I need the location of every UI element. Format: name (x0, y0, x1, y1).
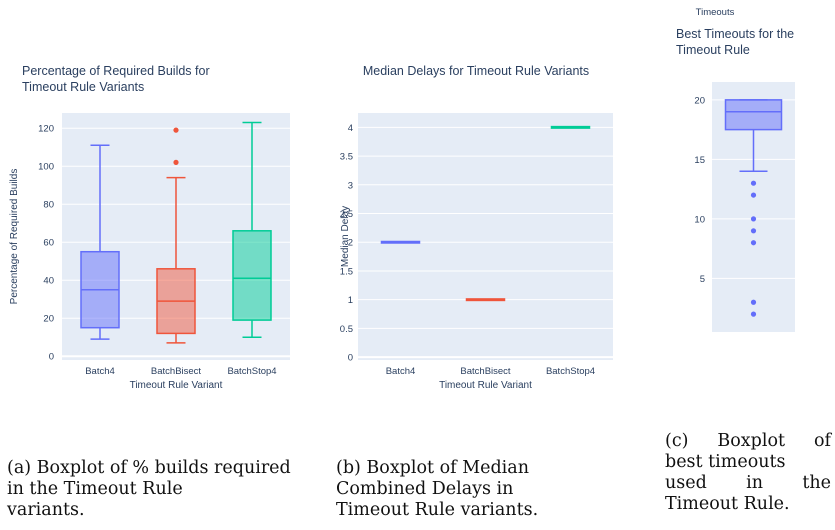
plot-1-xtick-label: Batch4 (386, 366, 416, 377)
plot-0-xtick-label: Batch4 (85, 366, 115, 377)
plot-2-ytick-label: 10 (694, 214, 705, 225)
plot-1-ytick-label: 0 (348, 353, 353, 364)
plot-1-xaxis-title: Timeout Rule Variant (439, 380, 532, 391)
plot-2-box-0-body (724, 99, 783, 131)
plot-1-xtick-label: BatchBisect (460, 366, 511, 377)
plot-1-ytick-label: 1.5 (340, 266, 353, 277)
plot-2-box-0-outlier-point (750, 192, 757, 198)
caption-a-line: in the Timeout Rule (7, 479, 183, 499)
caption-c-word: of (813, 431, 831, 451)
plot-1-xtick-label: BatchStop4 (546, 366, 595, 377)
plot-2-box-0-outlier-point (750, 180, 757, 186)
plot-2-box-0-outlier-point (750, 311, 757, 317)
caption-b-line: Combined Delays in (336, 479, 514, 499)
plot-1-yaxis-title: Median Delay (340, 206, 351, 267)
caption-c-word: in (746, 473, 763, 493)
plot-0-ytick-label: 60 (43, 238, 54, 249)
plot-2-top-label: Timeouts (696, 7, 735, 18)
plot-0-ytick-label: 120 (38, 124, 54, 135)
plot-0-xtick-label: BatchBisect (151, 366, 202, 377)
plot-1-ytick-label: 3 (348, 180, 353, 191)
plot-0-title-line: Percentage of Required Builds for (22, 64, 210, 78)
plot-2-ytick-label: 5 (700, 274, 705, 285)
caption-b-line: Timeout Rule variants. (336, 500, 539, 520)
caption-a-line: variants. (7, 500, 85, 520)
plot-0-box-1-outlier-point (173, 159, 179, 165)
plot-0-xaxis-title: Timeout Rule Variant (130, 380, 223, 391)
caption-a-line: (a) Boxplot of % builds required (7, 458, 291, 478)
plot-1-title-line: Median Delays for Timeout Rule Variants (363, 64, 589, 78)
plot-1-ytick-label: 1 (348, 295, 353, 306)
caption-c-word: used (665, 473, 707, 493)
caption-c-line-1: (c) Boxplot of (665, 431, 831, 452)
caption-b-line: (b) Boxplot of Median (336, 458, 529, 478)
plot-0-title-line: Timeout Rule Variants (22, 80, 144, 94)
plot-0-xtick-label: BatchStop4 (227, 366, 276, 377)
plot-0-ytick-label: 80 (43, 200, 54, 211)
plot-2-box-0-outlier-point (750, 299, 757, 305)
plot-1-ytick-label: 4 (348, 123, 353, 134)
plot-0-box-1-outlier-point (173, 127, 179, 133)
plot-2-title-line: Best Timeouts for the (676, 27, 794, 41)
plot-0-yaxis-title: Percentage of Required Builds (9, 169, 20, 305)
plot-2-box-0-outlier-point (750, 216, 757, 222)
plot-0-ytick-label: 100 (38, 162, 54, 173)
plot-0-ytick-label: 40 (43, 276, 54, 287)
plot-0-ytick-label: 20 (43, 314, 54, 325)
plot-2-title-line: Timeout Rule (676, 43, 750, 57)
plot-1-ytick-label: 2 (348, 238, 353, 249)
caption-b: (b) Boxplot of Median Combined Delays in… (336, 458, 538, 521)
caption-c-line-3: used in the (665, 473, 831, 494)
caption-a: (a) Boxplot of % builds required in the … (7, 458, 291, 521)
plot-2-ytick-label: 15 (694, 155, 705, 166)
caption-c-line-4: Timeout Rule. (665, 494, 790, 514)
plot-1-ytick-label: 0.5 (340, 324, 353, 335)
plot-1-ytick-label: 3.5 (340, 152, 353, 163)
caption-c-word: (c) (665, 431, 689, 451)
plot-2-box-0-outlier-point (750, 240, 757, 246)
plot-0-ytick-label: 0 (49, 352, 54, 363)
caption-c-line-2: best timeouts (665, 452, 786, 472)
plot-1-background (358, 113, 613, 360)
plot-2-box-0-outlier-point (750, 228, 757, 234)
caption-c-word: Boxplot (717, 431, 786, 451)
plot-1-ytick-label: 2.5 (340, 209, 353, 220)
caption-c: (c) Boxplot of best timeouts used in the… (665, 431, 831, 515)
plot-0-box-2-body (232, 230, 272, 321)
caption-c-word: the (802, 473, 831, 493)
plot-2-ytick-label: 20 (694, 95, 705, 106)
